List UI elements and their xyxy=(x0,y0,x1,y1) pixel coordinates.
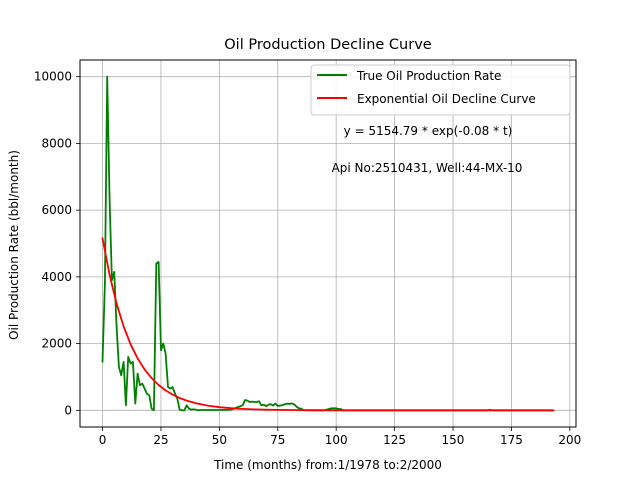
y-tick-label: 4000 xyxy=(41,270,72,284)
legend-box xyxy=(310,64,571,116)
y-tick-label: 6000 xyxy=(41,203,72,217)
x-tick-label: 75 xyxy=(270,433,285,447)
equation-annotation: y = 5154.79 * exp(-0.08 * t) xyxy=(344,124,513,138)
legend: True Oil Production Rate Exponential Oil… xyxy=(310,64,571,116)
x-tick-label: 125 xyxy=(383,433,406,447)
true-oil-production-rate-line xyxy=(101,75,555,412)
x-tick-label: 175 xyxy=(500,433,523,447)
y-tick-label: 10000 xyxy=(34,70,72,84)
x-tick-label: 25 xyxy=(153,433,168,447)
exponential-decline-curve-line xyxy=(101,237,555,412)
y-tick-label: 0 xyxy=(64,403,72,417)
x-tick-label: 0 xyxy=(99,433,107,447)
x-tick-label: 200 xyxy=(558,433,581,447)
legend-label-exponential-curve: Exponential Oil Decline Curve xyxy=(357,92,536,106)
chart-title: Oil Production Decline Curve xyxy=(224,37,432,53)
x-tick-label: 50 xyxy=(212,433,227,447)
tick-layer: 0 25 50 75 100 125 150 175 200020004000600080001… xyxy=(34,70,581,447)
x-axis-label: Time (months) from:1/1978 to:2/2000 xyxy=(213,458,442,472)
y-axis-label: Oil Production Rate (bbl/month) xyxy=(7,150,21,340)
y-tick-label: 2000 xyxy=(41,337,72,351)
x-tick-label: 100 xyxy=(325,433,348,447)
y-tick-label: 8000 xyxy=(41,136,72,150)
legend-label-true-rate: True Oil Production Rate xyxy=(356,69,501,83)
x-tick-label: 150 xyxy=(442,433,465,447)
data-layer xyxy=(101,75,555,412)
plot-frame xyxy=(79,59,577,428)
well-annotation: Api No:2510431, Well:44-MX-10 xyxy=(332,161,523,175)
